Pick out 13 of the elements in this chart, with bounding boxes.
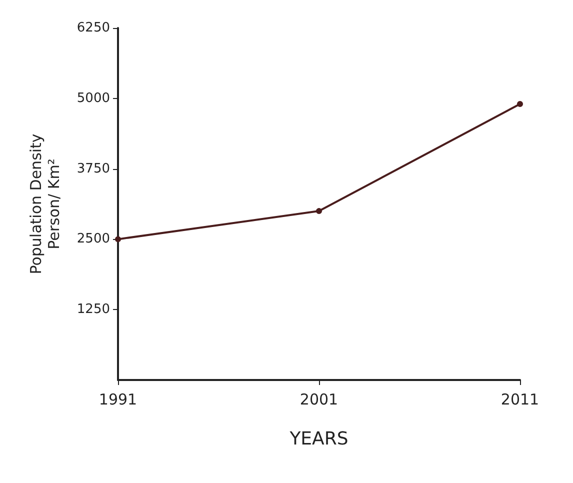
point	[316, 208, 322, 214]
x-tick-label: 1991	[98, 390, 138, 408]
point	[115, 236, 121, 242]
y-tick-label: 1250	[76, 302, 110, 318]
point	[517, 101, 523, 108]
x-tick-label: 2011	[500, 390, 540, 408]
y-axis-title: Population Density Person/ Km²	[27, 134, 63, 274]
y-tick-label: 6250	[76, 20, 110, 36]
y-tick-label: 5000	[76, 90, 110, 106]
y-tick-label: 2500	[76, 232, 110, 247]
x-tick-label: 2001	[300, 390, 338, 408]
y-tick-label: 3750	[76, 161, 110, 176]
x-axis-title: YEARS	[288, 428, 348, 450]
